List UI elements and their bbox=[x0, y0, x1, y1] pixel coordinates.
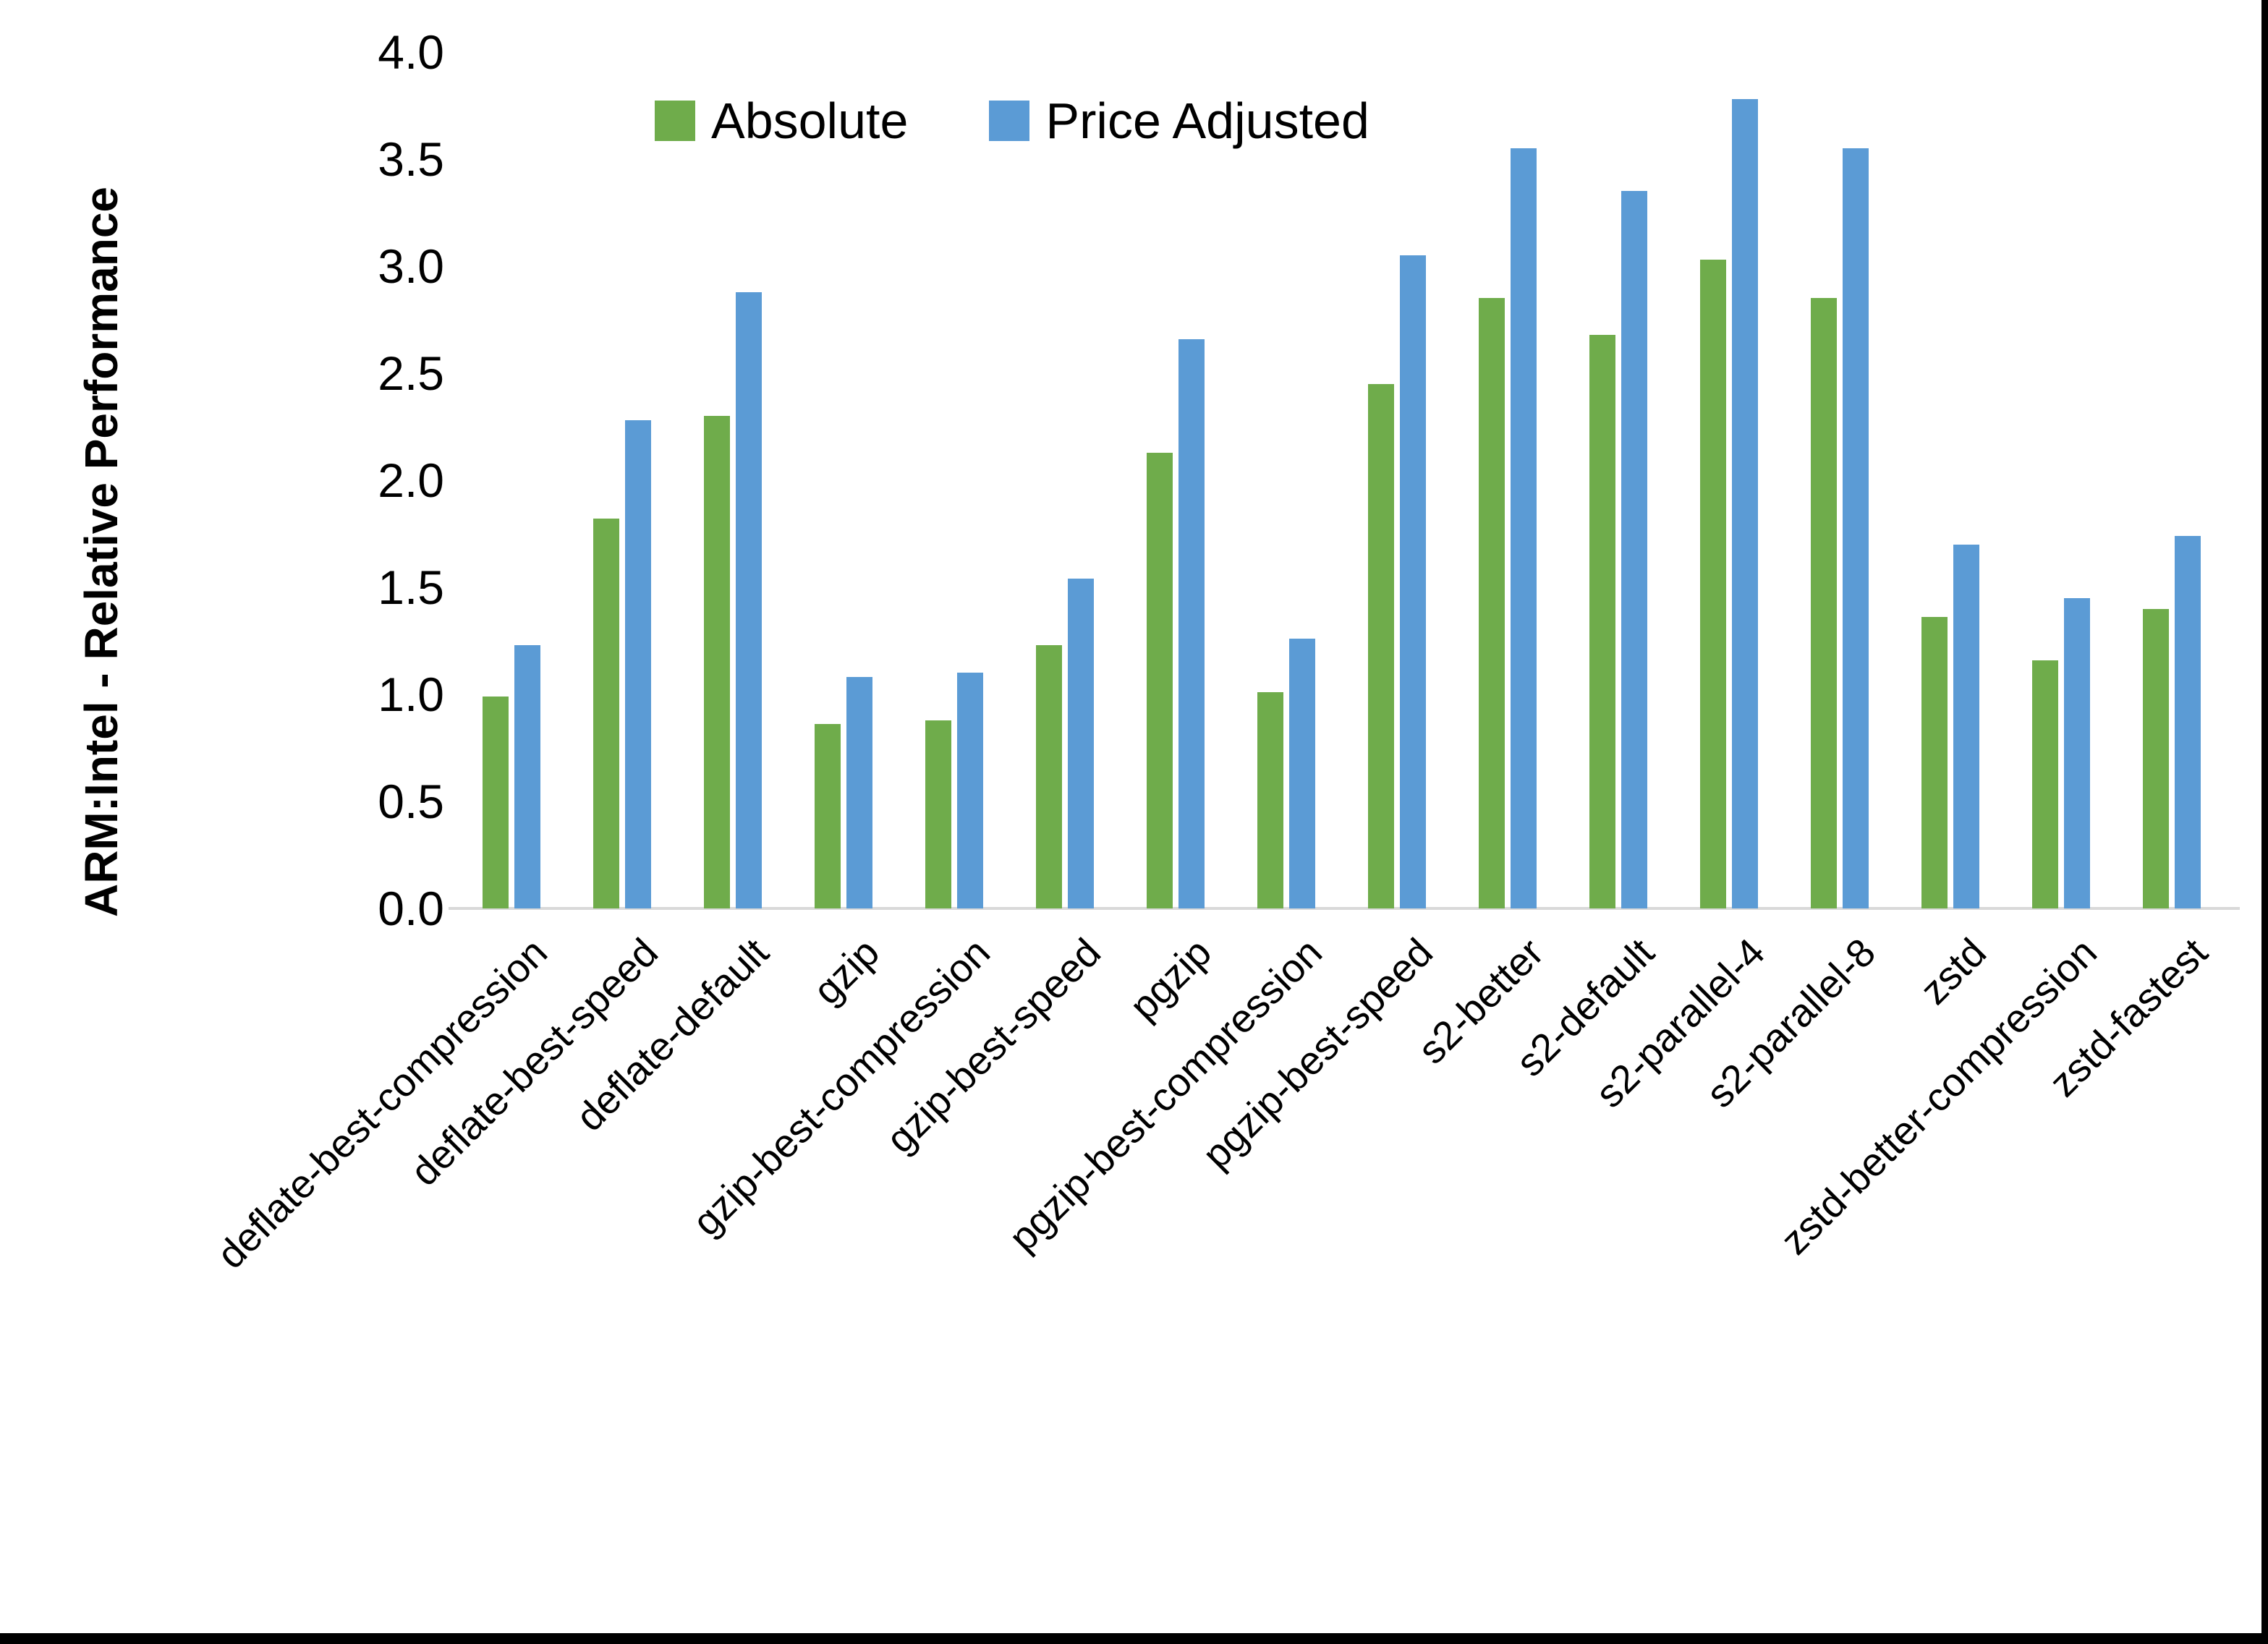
y-tick-label: 2.5 bbox=[378, 346, 444, 400]
y-tick-label: 2.0 bbox=[378, 453, 444, 507]
bar-price-adjusted-zstd-fastest bbox=[2175, 536, 2201, 908]
bar-price-adjusted-gzip-best-compression bbox=[957, 673, 983, 908]
bar-price-adjusted-s2-better bbox=[1511, 148, 1537, 908]
bar-absolute-gzip bbox=[815, 724, 841, 908]
bar-price-adjusted-deflate-best-compression bbox=[514, 645, 540, 908]
bar-price-adjusted-pgzip-best-speed bbox=[1400, 255, 1426, 908]
legend-label-absolute: Absolute bbox=[711, 93, 909, 149]
y-tick-label: 3.5 bbox=[378, 132, 444, 186]
bar-absolute-zstd bbox=[1921, 617, 1948, 908]
legend-item-absolute: Absolute bbox=[655, 81, 908, 161]
bar-absolute-s2-better bbox=[1479, 298, 1505, 908]
bar-price-adjusted-s2-parallel-8 bbox=[1843, 148, 1869, 908]
bar-price-adjusted-pgzip-best-compression bbox=[1289, 639, 1315, 908]
bar-absolute-s2-default bbox=[1589, 335, 1615, 908]
bar-absolute-zstd-better-compression bbox=[2032, 660, 2058, 908]
bar-price-adjusted-zstd bbox=[1953, 545, 1979, 908]
bar-price-adjusted-deflate-best-speed bbox=[625, 420, 651, 908]
y-tick-label: 1.5 bbox=[378, 561, 444, 614]
legend-label-price-adjusted: Price Adjusted bbox=[1045, 93, 1369, 149]
bar-price-adjusted-s2-parallel-4 bbox=[1732, 99, 1758, 908]
absolute-series-swatch bbox=[655, 101, 695, 141]
bar-price-adjusted-gzip-best-speed bbox=[1068, 579, 1094, 908]
bar-absolute-pgzip-best-compression bbox=[1257, 692, 1283, 908]
bar-absolute-zstd-fastest bbox=[2143, 609, 2169, 908]
bar-absolute-deflate-best-compression bbox=[483, 697, 509, 908]
y-tick-label: 0.5 bbox=[378, 775, 444, 828]
y-axis-title: ARM:Intel - Relative Performance bbox=[75, 186, 127, 918]
bar-absolute-s2-parallel-4 bbox=[1700, 260, 1726, 908]
bar-price-adjusted-zstd-better-compression bbox=[2064, 598, 2090, 908]
x-axis-line bbox=[449, 907, 2240, 910]
price-adjusted-series-swatch bbox=[989, 101, 1030, 141]
bar-price-adjusted-gzip bbox=[846, 677, 872, 908]
bar-absolute-pgzip-best-speed bbox=[1368, 384, 1394, 908]
bar-price-adjusted-deflate-default bbox=[736, 292, 762, 908]
y-tick-label: 0.0 bbox=[378, 882, 444, 935]
legend: Absolute Price Adjusted bbox=[655, 81, 1369, 161]
bar-price-adjusted-pgzip bbox=[1178, 339, 1205, 908]
bar-price-adjusted-s2-default bbox=[1621, 191, 1647, 908]
y-tick-label: 3.0 bbox=[378, 239, 444, 293]
legend-item-price-adjusted: Price Adjusted bbox=[989, 81, 1369, 161]
bar-absolute-deflate-best-speed bbox=[593, 519, 619, 908]
y-tick-label: 1.0 bbox=[378, 668, 444, 721]
bar-absolute-deflate-default bbox=[704, 416, 730, 908]
bar-absolute-pgzip bbox=[1147, 453, 1173, 908]
bar-absolute-gzip-best-speed bbox=[1036, 645, 1062, 908]
bar-absolute-gzip-best-compression bbox=[925, 720, 951, 908]
y-tick-label: 4.0 bbox=[378, 25, 444, 79]
bar-absolute-s2-parallel-8 bbox=[1811, 298, 1837, 908]
